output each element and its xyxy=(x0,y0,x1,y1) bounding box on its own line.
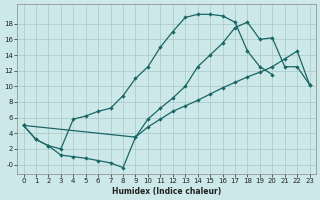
X-axis label: Humidex (Indice chaleur): Humidex (Indice chaleur) xyxy=(112,187,221,196)
